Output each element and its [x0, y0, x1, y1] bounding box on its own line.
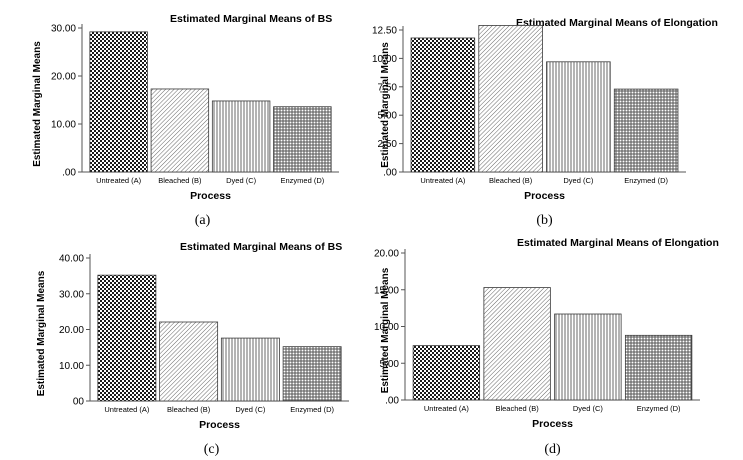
bar-1 — [410, 37, 476, 173]
x-tick-label: Dyed (C) — [563, 176, 594, 185]
x-tick-label: Bleached (B) — [167, 405, 211, 414]
x-tick-label: Untreated (A) — [104, 405, 150, 414]
chart-panel-4: Estimated Marginal Means of Elongation .0… — [374, 237, 719, 457]
chart-panel-1: Estimated Marginal Means of BS .00 10.00 20… — [32, 13, 339, 228]
y-axis-label: Estimated Marginal Means — [380, 267, 391, 393]
y-axis-label: Estimated Marginal Means — [36, 270, 47, 396]
y-tick-label: .00 — [383, 168, 397, 179]
chart-title: Estimated Marginal Means of BS — [180, 241, 342, 253]
bar-4 — [624, 334, 693, 401]
y-tick-label: 10.00 — [374, 322, 399, 333]
y-tick-label: 20.00 — [374, 249, 399, 260]
y-tick-label: 10.00 — [51, 120, 76, 131]
y-tick-label: 20.00 — [51, 72, 76, 83]
x-axis-label: Process — [524, 190, 565, 202]
x-tick-label: Untreated (A) — [420, 176, 466, 185]
x-tick-label: Enzymed (D) — [637, 404, 681, 413]
bar-1 — [97, 274, 157, 402]
y-tick-label: .00 — [385, 396, 399, 407]
chart-panel-2: Estimated Marginal Means of Elongation .0… — [372, 17, 718, 228]
bar-2 — [478, 25, 543, 173]
panel-label: (d) — [544, 442, 561, 457]
bar-3 — [554, 313, 622, 401]
y-tick-label: 2.50 — [378, 139, 398, 150]
x-tick-label: Untreated (A) — [96, 176, 142, 185]
y-tick-label: 30.00 — [59, 289, 84, 300]
y-tick-label: 5.00 — [380, 359, 400, 370]
bar-2 — [483, 287, 551, 401]
x-tick-label: Dyed (C) — [235, 405, 266, 414]
y-tick-label: 10.00 — [372, 54, 397, 65]
panel-label: (a) — [195, 213, 211, 228]
y-tick-label: 7.50 — [378, 82, 398, 93]
y-tick-label: 15.00 — [374, 285, 399, 296]
x-tick-label: Enzymed (D) — [280, 176, 324, 185]
chart-title: Estimated Marginal Means of BS — [170, 13, 332, 25]
panel-label: (c) — [204, 442, 220, 457]
bar-4 — [613, 88, 679, 173]
bar-3 — [220, 337, 280, 402]
x-axis-label: Process — [190, 190, 231, 202]
bar-3 — [211, 100, 271, 173]
bar-4 — [273, 106, 332, 173]
x-tick-label: Dyed (C) — [573, 404, 604, 413]
bar-3 — [546, 61, 611, 173]
x-tick-label: Dyed (C) — [226, 176, 257, 185]
y-tick-label: 20.00 — [59, 325, 84, 336]
y-axis-label: Estimated Marginal Means — [32, 41, 43, 167]
y-tick-label: 12.50 — [372, 26, 397, 37]
x-tick-label: Enzymed (D) — [290, 405, 334, 414]
x-tick-label: Bleached (B) — [489, 176, 533, 185]
x-tick-label: Bleached (B) — [158, 176, 202, 185]
chart-title: Estimated Marginal Means of Elongation — [516, 17, 718, 29]
x-axis-label: Process — [199, 419, 240, 431]
x-axis-label: Process — [532, 418, 573, 430]
y-tick-label: 40.00 — [59, 254, 84, 265]
y-tick-label: 00 — [73, 397, 85, 408]
chart-panel-3: Estimated Marginal Means of BS 00 10.00 20.… — [36, 241, 349, 457]
x-tick-label: Bleached (B) — [495, 404, 539, 413]
panel-label: (b) — [536, 213, 553, 228]
chart-title: Estimated Marginal Means of Elongation — [517, 237, 719, 249]
y-tick-label: .00 — [62, 168, 76, 179]
y-axis-label: Estimated Marginal Means — [380, 42, 391, 168]
bar-2 — [150, 88, 210, 173]
bar-1 — [412, 345, 481, 401]
y-tick-label: 10.00 — [59, 361, 84, 372]
bar-1 — [89, 31, 148, 173]
y-tick-label: 30.00 — [51, 24, 76, 35]
y-tick-label: 5.00 — [378, 111, 398, 122]
x-tick-label: Untreated (A) — [424, 404, 470, 413]
bar-2 — [159, 321, 219, 402]
x-tick-label: Enzymed (D) — [624, 176, 668, 185]
bar-4 — [282, 346, 342, 402]
